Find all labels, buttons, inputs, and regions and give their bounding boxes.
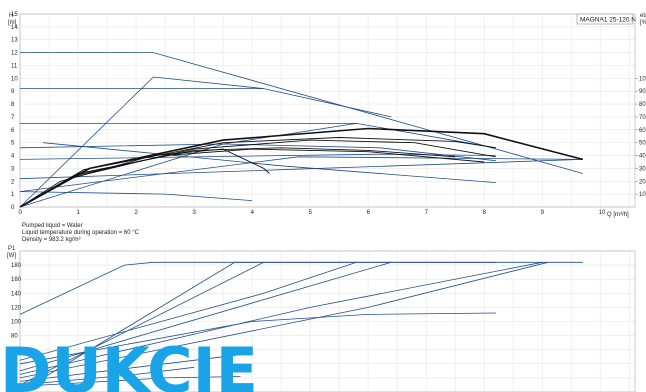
right-tick-label: 70: [639, 115, 646, 121]
liquid-info-line-2: Liquid temperature during operation = 60…: [22, 230, 140, 236]
y-tick-label: 5: [11, 141, 15, 147]
right-tick-label: 10: [639, 76, 646, 82]
right-tick-label: 30: [639, 166, 646, 172]
y-tick-label: 9: [11, 89, 15, 95]
y-tick-label: 120: [11, 305, 22, 311]
y-tick-label: 140: [11, 291, 22, 297]
right-tick-label: 50: [639, 141, 646, 147]
x-tick-label: 3: [193, 210, 197, 216]
watermark-text: DUKCIE: [0, 334, 258, 392]
curve-1: [20, 52, 583, 174]
x-tick-label: 5: [309, 210, 313, 216]
y-tick-label: 15: [11, 12, 18, 18]
liquid-info-line-3: Density = 983.2 kg/m³: [22, 237, 81, 243]
right-tick-label: 90: [639, 89, 646, 95]
plot-frame: [19, 250, 636, 392]
y-tick-label: 3: [11, 166, 15, 172]
bottom-ylabel-line1: P1: [8, 246, 16, 252]
x-tick-label: 4: [251, 210, 255, 216]
curve-10: [19, 366, 195, 386]
curve-6: [19, 159, 583, 180]
curve-8: [19, 312, 496, 365]
right-tick-label: 10: [639, 192, 646, 198]
x-tick-label: 6: [367, 210, 371, 216]
right-axis-label-line1: eta: [640, 13, 646, 19]
y-tick-label: 7: [11, 115, 15, 121]
curve-4: [19, 261, 392, 361]
curve-6: [19, 261, 543, 375]
curve-11: [19, 376, 241, 387]
curve-4: [19, 143, 496, 162]
top-ylabel-line1: H: [9, 13, 13, 19]
y-tick-label: 60: [11, 348, 18, 354]
y-tick-label: 12: [11, 51, 18, 57]
y-tick-label: 0: [11, 205, 15, 211]
curve-10: [19, 156, 583, 192]
x-tick-label: 9: [541, 210, 545, 216]
x-tick-label: 0: [19, 210, 23, 216]
right-tick-label: 80: [639, 102, 646, 108]
y-tick-label: 160: [11, 277, 22, 283]
y-tick-label: 0: [11, 390, 15, 392]
liquid-info-line-1: Pumped liquid = Water: [22, 223, 83, 229]
curve-9: [19, 352, 253, 382]
y-tick-label: 13: [11, 38, 18, 44]
y-tick-label: 4: [11, 154, 15, 160]
right-axis-label-line2: [%]: [640, 20, 646, 26]
top-ylabel-line2: [m]: [8, 20, 17, 26]
curve-11: [43, 142, 496, 183]
curve-5: [19, 261, 496, 372]
curve-12: [19, 148, 270, 208]
bottom-ylabel-line2: [W]: [7, 253, 16, 259]
y-tick-label: 2: [11, 179, 15, 185]
right-tick-label: 60: [639, 128, 646, 134]
x-tick-label: 8: [483, 210, 487, 216]
y-tick-label: 14: [11, 25, 18, 31]
y-tick-label: 100: [11, 320, 22, 326]
x-tick-label: 1: [77, 210, 81, 216]
y-tick-label: 10: [11, 76, 18, 82]
y-tick-label: 6: [11, 128, 15, 134]
right-tick-label: 20: [639, 179, 646, 185]
top-xlabel: Q [m³/h]: [607, 212, 629, 218]
x-tick-label: 10: [599, 210, 606, 216]
y-tick-label: 1: [11, 192, 15, 198]
y-tick-label: 180: [11, 263, 22, 269]
model-label: MAGNA1 25-120 N: [580, 17, 636, 24]
plot-frame: [19, 13, 636, 208]
curve-7: [19, 191, 253, 201]
y-tick-label: 80: [11, 334, 18, 340]
curve-17: [19, 148, 485, 208]
curve-7: [19, 261, 549, 379]
right-tick-label: 40: [639, 154, 646, 160]
power-curve-plot: 0 20 40 60 80 100 120 140 160 180: [11, 250, 636, 392]
x-tick-label: 2: [135, 210, 139, 216]
y-tick-label: 20: [11, 376, 18, 382]
curve-14: [19, 127, 584, 208]
x-tick-label: 7: [425, 210, 429, 216]
y-tick-label: 11: [11, 63, 18, 69]
curve-9: [19, 123, 357, 208]
curve-3: [19, 261, 357, 386]
curve-8: [19, 76, 264, 208]
y-tick-label: 8: [11, 102, 15, 108]
y-tick-label: 40: [11, 362, 18, 368]
